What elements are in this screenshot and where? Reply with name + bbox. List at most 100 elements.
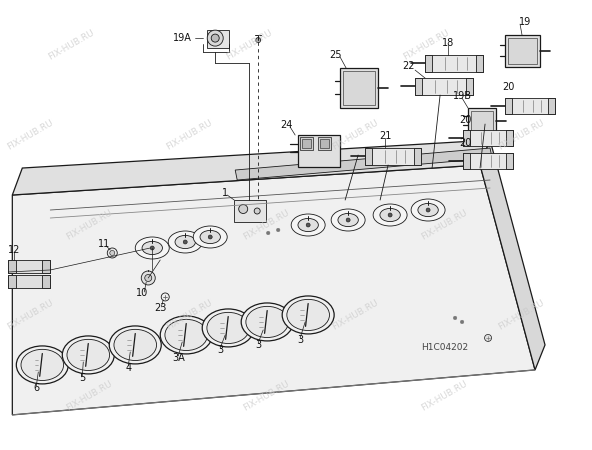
Text: 18: 18: [442, 38, 454, 48]
Bar: [463, 153, 470, 169]
Ellipse shape: [282, 296, 334, 334]
Ellipse shape: [338, 213, 358, 227]
Text: FIX-HUB.RU: FIX-HUB.RU: [331, 298, 380, 332]
Text: FIX-HUB.RU: FIX-HUB.RU: [420, 208, 469, 242]
Text: 19B: 19B: [452, 91, 472, 101]
Bar: [506, 153, 513, 169]
Ellipse shape: [200, 230, 220, 243]
Bar: [505, 98, 555, 114]
Bar: [415, 78, 473, 95]
Text: 22: 22: [402, 61, 414, 71]
Ellipse shape: [175, 235, 195, 248]
Circle shape: [141, 271, 155, 285]
Ellipse shape: [165, 320, 208, 351]
Text: 3: 3: [297, 335, 303, 345]
Bar: [298, 135, 340, 167]
Bar: [463, 130, 470, 146]
Ellipse shape: [346, 218, 350, 222]
Text: 23: 23: [154, 303, 166, 313]
Bar: [505, 35, 540, 67]
Bar: [508, 38, 537, 64]
Bar: [365, 148, 372, 165]
Bar: [300, 137, 313, 150]
Ellipse shape: [17, 346, 68, 384]
Text: 4: 4: [125, 363, 131, 373]
Text: 25: 25: [329, 50, 342, 60]
Text: FIX-HUB.RU: FIX-HUB.RU: [47, 28, 96, 62]
Text: 10: 10: [136, 288, 149, 298]
Ellipse shape: [426, 208, 430, 212]
Polygon shape: [235, 148, 492, 180]
Text: H1C04202: H1C04202: [422, 343, 469, 352]
Circle shape: [207, 30, 223, 46]
Bar: [318, 137, 331, 150]
Bar: [468, 108, 496, 134]
Ellipse shape: [208, 235, 212, 239]
Text: 20: 20: [459, 138, 471, 148]
Text: FIX-HUB.RU: FIX-HUB.RU: [420, 379, 469, 413]
Bar: [466, 78, 473, 95]
Circle shape: [110, 251, 115, 256]
Bar: [425, 55, 432, 72]
Ellipse shape: [418, 203, 438, 216]
Ellipse shape: [184, 240, 187, 244]
Bar: [8, 260, 50, 273]
Bar: [425, 55, 483, 72]
Bar: [8, 275, 50, 288]
Text: 3: 3: [217, 345, 223, 355]
Ellipse shape: [287, 299, 330, 330]
Bar: [8, 260, 17, 273]
Text: 5: 5: [79, 373, 85, 383]
Text: 1: 1: [222, 188, 229, 198]
Text: 20: 20: [459, 115, 471, 125]
Ellipse shape: [135, 237, 169, 259]
Text: 6: 6: [33, 383, 40, 393]
Circle shape: [453, 316, 457, 320]
Ellipse shape: [373, 204, 407, 226]
Text: FIX-HUB.RU: FIX-HUB.RU: [165, 298, 214, 332]
Ellipse shape: [202, 309, 254, 347]
Ellipse shape: [331, 209, 365, 231]
Bar: [471, 111, 493, 131]
Ellipse shape: [411, 199, 445, 221]
Text: 3: 3: [255, 340, 261, 350]
Bar: [302, 139, 311, 148]
Ellipse shape: [380, 208, 400, 221]
Text: 3A: 3A: [172, 353, 185, 363]
Text: 11: 11: [98, 239, 110, 249]
Ellipse shape: [67, 339, 110, 370]
Text: 24: 24: [280, 120, 292, 130]
Circle shape: [107, 248, 117, 258]
Text: FIX-HUB.RU: FIX-HUB.RU: [402, 28, 451, 62]
Ellipse shape: [62, 336, 114, 374]
Ellipse shape: [388, 213, 392, 217]
Circle shape: [254, 208, 260, 214]
Circle shape: [145, 274, 152, 281]
Circle shape: [485, 334, 491, 342]
Bar: [365, 148, 421, 165]
Ellipse shape: [207, 312, 249, 343]
Text: FIX-HUB.RU: FIX-HUB.RU: [224, 28, 274, 62]
Ellipse shape: [21, 349, 63, 381]
Text: FIX-HUB.RU: FIX-HUB.RU: [65, 208, 114, 242]
Polygon shape: [480, 140, 545, 370]
Ellipse shape: [168, 231, 202, 253]
Circle shape: [276, 228, 280, 232]
Text: FIX-HUB.RU: FIX-HUB.RU: [5, 118, 54, 152]
Bar: [234, 200, 266, 222]
Ellipse shape: [193, 226, 227, 248]
Ellipse shape: [306, 223, 310, 227]
Bar: [343, 71, 375, 105]
Text: 19: 19: [519, 17, 531, 27]
Bar: [505, 98, 512, 114]
Text: FIX-HUB.RU: FIX-HUB.RU: [497, 118, 546, 152]
Bar: [415, 78, 422, 95]
Bar: [463, 153, 513, 169]
Polygon shape: [12, 165, 535, 415]
Circle shape: [266, 231, 270, 235]
Text: 20: 20: [502, 82, 514, 92]
Bar: [8, 275, 17, 288]
Ellipse shape: [241, 303, 293, 341]
Bar: [506, 130, 513, 146]
Text: FIX-HUB.RU: FIX-HUB.RU: [242, 379, 291, 413]
